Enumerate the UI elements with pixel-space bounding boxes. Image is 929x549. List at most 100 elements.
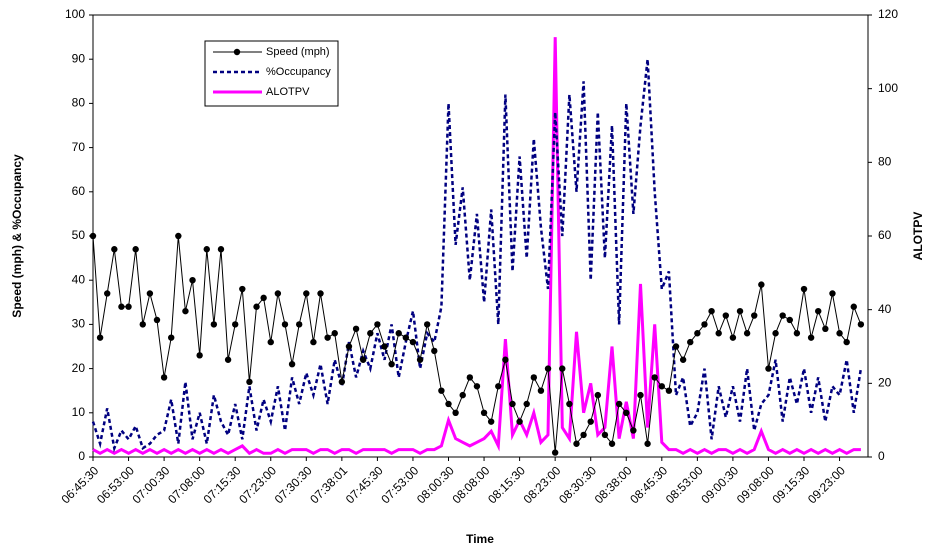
- point: [807, 334, 815, 341]
- y2-tick-label: 100: [878, 81, 898, 95]
- point: [438, 387, 445, 394]
- x-tick-label: 07:30:30: [272, 463, 315, 506]
- point: [608, 440, 616, 447]
- x-tick-label: 07:23:00: [236, 463, 279, 506]
- point: [758, 281, 765, 288]
- point: [96, 334, 104, 341]
- x-tick-label: 08:30:30: [556, 463, 599, 506]
- x-tick-label: 07:38:01: [307, 463, 350, 506]
- x-tick-label: 06:53:00: [94, 463, 137, 506]
- y2-tick-label: 80: [878, 155, 892, 169]
- point: [274, 290, 282, 297]
- point: [516, 418, 523, 425]
- point: [615, 400, 623, 408]
- point: [594, 391, 602, 399]
- point: [310, 338, 317, 346]
- point: [146, 290, 154, 297]
- point: [89, 232, 97, 240]
- point: [423, 321, 431, 328]
- x-tick-label: 07:00:30: [130, 463, 173, 506]
- point: [573, 440, 580, 447]
- x-tick-label: 08:08:00: [449, 463, 492, 506]
- point: [544, 365, 552, 372]
- point: [153, 316, 161, 324]
- point: [559, 365, 566, 372]
- x-tick-label: 08:23:00: [521, 463, 564, 506]
- y-tick-label: 0: [78, 449, 85, 463]
- point: [815, 307, 822, 315]
- point: [537, 387, 545, 394]
- point: [267, 338, 274, 346]
- point: [352, 325, 360, 333]
- point: [388, 360, 395, 368]
- point: [786, 316, 793, 324]
- point: [281, 321, 289, 328]
- y-tick-label: 40: [72, 272, 86, 286]
- point: [551, 449, 559, 456]
- point: [473, 383, 481, 390]
- x-tick-label: 07:45:30: [343, 463, 386, 506]
- point: [466, 374, 474, 381]
- y2-axis-title: ALOTPV: [911, 212, 925, 261]
- point: [409, 338, 417, 346]
- x-tick-label: 08:00:30: [414, 463, 457, 506]
- y-tick-label: 50: [72, 228, 86, 242]
- point: [367, 330, 374, 337]
- x-tick-label: 08:45:30: [627, 463, 670, 506]
- point: [715, 330, 722, 337]
- point: [210, 321, 218, 328]
- series-line: [92, 37, 861, 456]
- point: [530, 374, 538, 381]
- x-tick-label: 07:08:00: [165, 463, 208, 506]
- y2-tick-label: 60: [878, 228, 892, 242]
- point: [793, 330, 801, 337]
- point: [239, 285, 246, 293]
- point: [295, 321, 303, 328]
- point: [829, 290, 836, 297]
- x-tick-label: 08:15:30: [485, 463, 528, 506]
- point: [743, 330, 751, 337]
- point: [416, 356, 424, 363]
- point: [765, 365, 772, 372]
- point: [722, 312, 729, 319]
- y-axis-title: Speed (mph) & %Occupancy: [10, 154, 24, 318]
- point: [253, 303, 260, 310]
- point: [288, 360, 296, 368]
- point: [168, 334, 175, 341]
- point: [317, 290, 324, 297]
- y2-tick-label: 40: [878, 302, 892, 316]
- point: [331, 330, 338, 337]
- point: [345, 343, 353, 350]
- point: [772, 330, 779, 337]
- y2-tick-label: 0: [878, 449, 885, 463]
- point: [779, 312, 786, 319]
- point: [701, 321, 708, 328]
- legend: [204, 40, 339, 107]
- point: [751, 312, 758, 319]
- point: [637, 391, 644, 399]
- point: [623, 409, 630, 416]
- x-axis-title: Time: [466, 532, 494, 546]
- point: [359, 356, 367, 363]
- point: [487, 418, 495, 425]
- point: [125, 303, 132, 310]
- point: [445, 400, 452, 408]
- point: [480, 409, 488, 416]
- y2-tick-label: 120: [878, 7, 898, 21]
- point: [338, 378, 346, 386]
- y-tick-label: 100: [65, 7, 85, 21]
- x-tick-label: 09:23:00: [805, 463, 848, 506]
- point: [246, 378, 253, 386]
- point: [665, 387, 673, 394]
- point: [502, 356, 509, 363]
- point: [260, 294, 267, 302]
- point: [459, 391, 466, 399]
- point: [587, 418, 594, 425]
- point: [836, 330, 843, 337]
- x-tick-label: 07:15:30: [201, 463, 244, 506]
- y-tick-label: 30: [72, 317, 86, 331]
- point: [679, 356, 687, 363]
- point: [495, 383, 502, 390]
- point: [708, 307, 715, 315]
